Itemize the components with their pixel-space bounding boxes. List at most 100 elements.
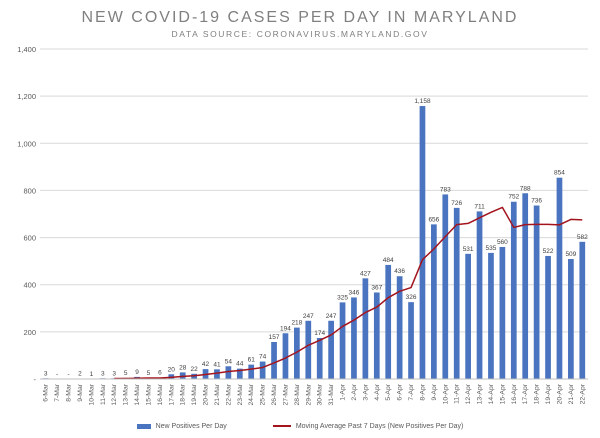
bar <box>373 292 380 379</box>
data-label: - <box>56 371 58 378</box>
x-tick-label: 16-Mar <box>157 383 164 405</box>
x-tick-label: 17-Mar <box>168 383 175 405</box>
data-label: 28 <box>179 364 187 371</box>
y-tick-label: 1,000 <box>17 139 36 148</box>
bar <box>579 241 586 379</box>
x-tick-label: 13-Apr <box>477 383 484 404</box>
x-tick-label: 24-Mar <box>248 383 255 405</box>
bar <box>522 193 529 379</box>
legend-item-bars: New Positives Per Day <box>136 422 227 430</box>
bar <box>328 320 334 379</box>
data-label: 783 <box>440 186 451 193</box>
data-label: - <box>67 371 69 378</box>
data-label: 522 <box>543 248 554 255</box>
x-tick-label: 29-Mar <box>305 383 312 405</box>
data-label: 484 <box>383 257 394 264</box>
bar <box>465 253 471 379</box>
chart-subtitle: DATA SOURCE: CORONAVIRUS.MARYLAND.GOV <box>171 29 429 39</box>
data-label: 74 <box>259 354 267 361</box>
moving-average-line <box>114 206 583 380</box>
y-tick-label: 1,200 <box>17 92 36 101</box>
y-tick-label: - <box>34 375 37 384</box>
bar <box>510 201 517 379</box>
data-label: 326 <box>406 294 417 301</box>
x-tick-label: 17-Apr <box>522 383 529 404</box>
data-label: 509 <box>565 251 576 258</box>
x-tick-label: 12-Mar <box>111 383 118 405</box>
bar <box>545 255 551 379</box>
data-label: 736 <box>531 198 542 205</box>
bar <box>419 106 426 380</box>
data-label: 560 <box>497 239 508 246</box>
bar <box>385 264 392 379</box>
x-tick-label: 27-Mar <box>282 383 289 405</box>
x-tick-label: 16-Apr <box>511 383 518 404</box>
x-tick-label: 4-Apr <box>374 383 381 400</box>
bar <box>556 177 563 379</box>
x-tick-label: 10-Mar <box>88 383 95 405</box>
x-tick-label: 25-Mar <box>260 383 267 405</box>
x-tick-label: 22-Apr <box>579 383 586 404</box>
data-label: 325 <box>337 294 348 301</box>
x-tick-label: 22-Mar <box>225 383 232 405</box>
legend: New Positives Per Day Moving Average Pas… <box>0 419 600 433</box>
x-tick-label: 19-Apr <box>545 383 552 404</box>
x-tick-label: 28-Mar <box>294 383 301 405</box>
data-label: 752 <box>508 194 519 201</box>
bar <box>396 276 403 379</box>
x-tick-label: 14-Apr <box>488 383 495 404</box>
x-tick-label: 31-Mar <box>328 383 335 405</box>
x-tick-label: 12-Apr <box>465 383 472 404</box>
bar <box>408 302 414 379</box>
bar <box>225 366 232 379</box>
x-tick-label: 21-Apr <box>568 383 575 404</box>
data-label: 41 <box>213 361 221 368</box>
x-tick-label: 8-Mar <box>66 383 73 401</box>
x-tick-label: 15-Mar <box>145 383 152 405</box>
bar <box>339 302 346 379</box>
bar <box>476 211 483 379</box>
y-tick-label: 600 <box>23 234 36 243</box>
y-tick-label: 800 <box>23 186 36 195</box>
x-tick-label: 21-Mar <box>214 383 221 405</box>
x-tick-label: 11-Apr <box>454 383 461 404</box>
x-tick-label: 7-Apr <box>408 383 415 400</box>
chart-title: NEW COVID-19 CASES PER DAY IN MARYLAND <box>81 9 519 26</box>
data-label: 5 <box>124 370 128 377</box>
data-label: 367 <box>371 284 382 291</box>
data-label: 854 <box>554 170 565 177</box>
data-label: 194 <box>280 325 291 332</box>
x-tick-label: 18-Mar <box>180 383 187 405</box>
data-label: 436 <box>394 268 405 275</box>
data-label: 42 <box>202 361 210 368</box>
legend-label-bars: New Positives Per Day <box>155 422 227 430</box>
x-tick-label: 20-Apr <box>556 383 563 404</box>
x-tick-label: 10-Apr <box>442 383 449 404</box>
data-label: 3 <box>44 370 48 377</box>
data-label: 3 <box>112 370 116 377</box>
bar <box>305 320 312 379</box>
x-tick-label: 20-Mar <box>203 383 210 405</box>
data-label: 1,158 <box>414 98 431 105</box>
bar <box>488 252 494 379</box>
bar <box>499 247 506 379</box>
x-tick-label: 6-Apr <box>397 383 404 400</box>
x-tick-label: 26-Mar <box>271 383 278 405</box>
bar <box>568 259 574 379</box>
data-label: 44 <box>236 361 244 368</box>
x-tick-label: 8-Apr <box>419 383 426 400</box>
x-tick-label: 15-Apr <box>499 383 506 404</box>
data-label: 2 <box>78 371 82 378</box>
bar <box>259 361 266 379</box>
bar <box>442 194 449 379</box>
x-tick-label: 6-Mar <box>43 383 50 401</box>
x-tick-label: 23-Mar <box>237 383 244 405</box>
bar <box>431 224 437 379</box>
data-label: 218 <box>291 320 302 327</box>
bar <box>271 341 277 379</box>
y-tick-label: 1,400 <box>17 45 36 54</box>
bar <box>362 278 369 379</box>
y-tick-label: 200 <box>23 328 36 337</box>
data-label: 427 <box>360 270 371 277</box>
